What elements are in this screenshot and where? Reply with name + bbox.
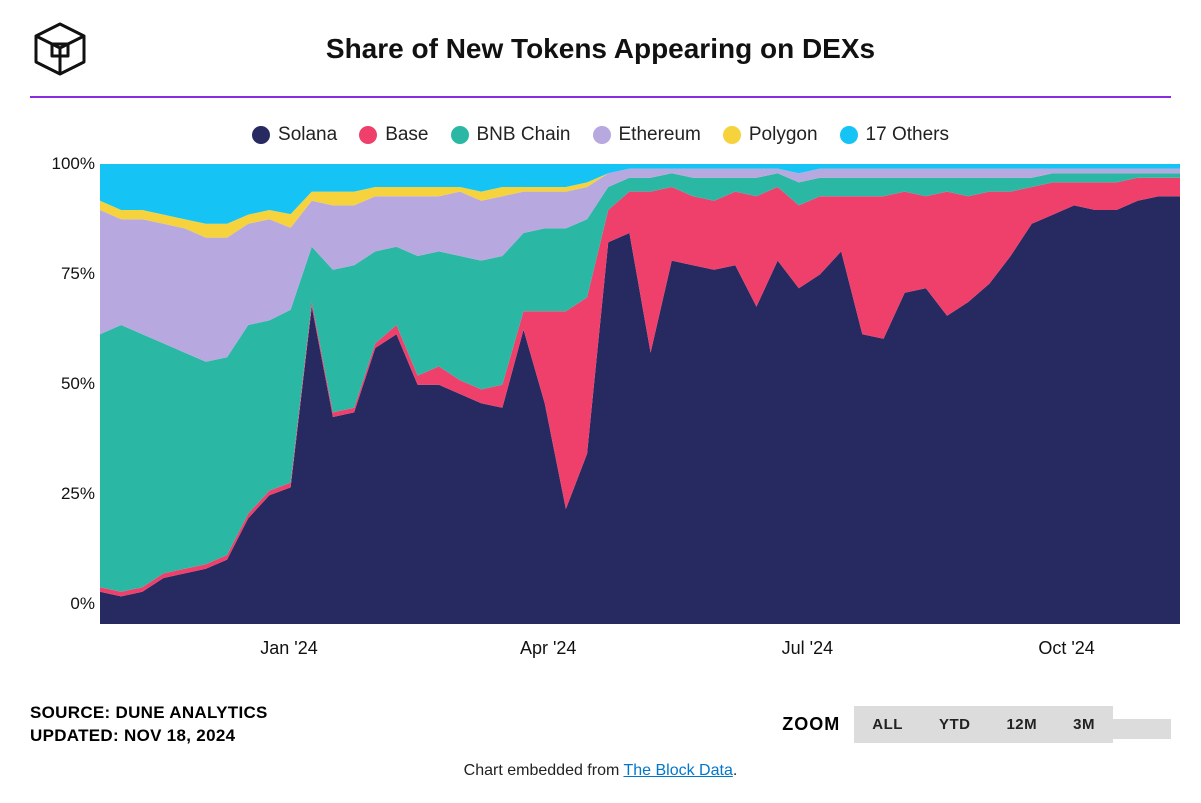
x-tick-label: Jan '24 bbox=[260, 638, 317, 659]
legend-swatch bbox=[252, 126, 270, 144]
legend-label: BNB Chain bbox=[477, 124, 571, 146]
legend-item[interactable]: Base bbox=[359, 124, 428, 146]
updated-line: UPDATED: NOV 18, 2024 bbox=[30, 725, 268, 748]
zoom-12m-button[interactable]: 12M bbox=[988, 706, 1055, 743]
legend-item[interactable]: Polygon bbox=[723, 124, 818, 146]
embed-link[interactable]: The Block Data bbox=[623, 762, 732, 779]
source-info: SOURCE: DUNE ANALYTICS UPDATED: NOV 18, … bbox=[30, 702, 268, 748]
chart-legend: Solana Base BNB Chain Ethereum Polygon 17 Oth… bbox=[30, 124, 1171, 146]
y-tick-label: 50% bbox=[40, 374, 95, 394]
zoom-controls: ZOOM ALLYTD12M3M bbox=[782, 706, 1171, 743]
zoom-3m-button[interactable]: 3M bbox=[1055, 706, 1113, 743]
zoom-ytd-button[interactable]: YTD bbox=[921, 706, 989, 743]
legend-label: Ethereum bbox=[619, 124, 701, 146]
x-axis: Jan '24 Apr '24 Jul '24 Oct '24 bbox=[100, 638, 1171, 662]
legend-swatch bbox=[359, 126, 377, 144]
chart-title: Share of New Tokens Appearing on DEXs bbox=[90, 33, 1171, 65]
legend-item[interactable]: 17 Others bbox=[840, 124, 949, 146]
y-tick-label: 75% bbox=[40, 264, 95, 284]
legend-label: 17 Others bbox=[866, 124, 949, 146]
x-tick-label: Apr '24 bbox=[520, 638, 576, 659]
chart-footer: SOURCE: DUNE ANALYTICS UPDATED: NOV 18, … bbox=[30, 702, 1171, 748]
source-line: SOURCE: DUNE ANALYTICS bbox=[30, 702, 268, 725]
logo-icon bbox=[30, 20, 90, 78]
zoom-label: ZOOM bbox=[782, 714, 840, 735]
legend-swatch bbox=[723, 126, 741, 144]
legend-swatch bbox=[593, 126, 611, 144]
legend-swatch bbox=[840, 126, 858, 144]
y-axis: 100%75%50%25%0% bbox=[40, 164, 95, 624]
plot bbox=[100, 164, 1180, 624]
zoom-empty-button[interactable] bbox=[1113, 719, 1171, 739]
legend-item[interactable]: BNB Chain bbox=[451, 124, 571, 146]
chart-header: Share of New Tokens Appearing on DEXs bbox=[30, 20, 1171, 98]
y-tick-label: 0% bbox=[40, 594, 95, 614]
x-tick-label: Oct '24 bbox=[1038, 638, 1094, 659]
x-tick-label: Jul '24 bbox=[782, 638, 833, 659]
legend-item[interactable]: Solana bbox=[252, 124, 337, 146]
legend-label: Polygon bbox=[749, 124, 818, 146]
legend-label: Solana bbox=[278, 124, 337, 146]
embed-note: Chart embedded from The Block Data. bbox=[30, 762, 1171, 780]
embed-suffix: . bbox=[733, 762, 737, 779]
y-tick-label: 100% bbox=[40, 154, 95, 174]
chart-area: 100%75%50%25%0% Jan '24Apr '24Jul '24Oct… bbox=[50, 164, 1171, 662]
legend-label: Base bbox=[385, 124, 428, 146]
zoom-all-button[interactable]: ALL bbox=[854, 706, 921, 743]
embed-prefix: Chart embedded from bbox=[464, 762, 624, 779]
y-tick-label: 25% bbox=[40, 484, 95, 504]
legend-swatch bbox=[451, 126, 469, 144]
legend-item[interactable]: Ethereum bbox=[593, 124, 701, 146]
